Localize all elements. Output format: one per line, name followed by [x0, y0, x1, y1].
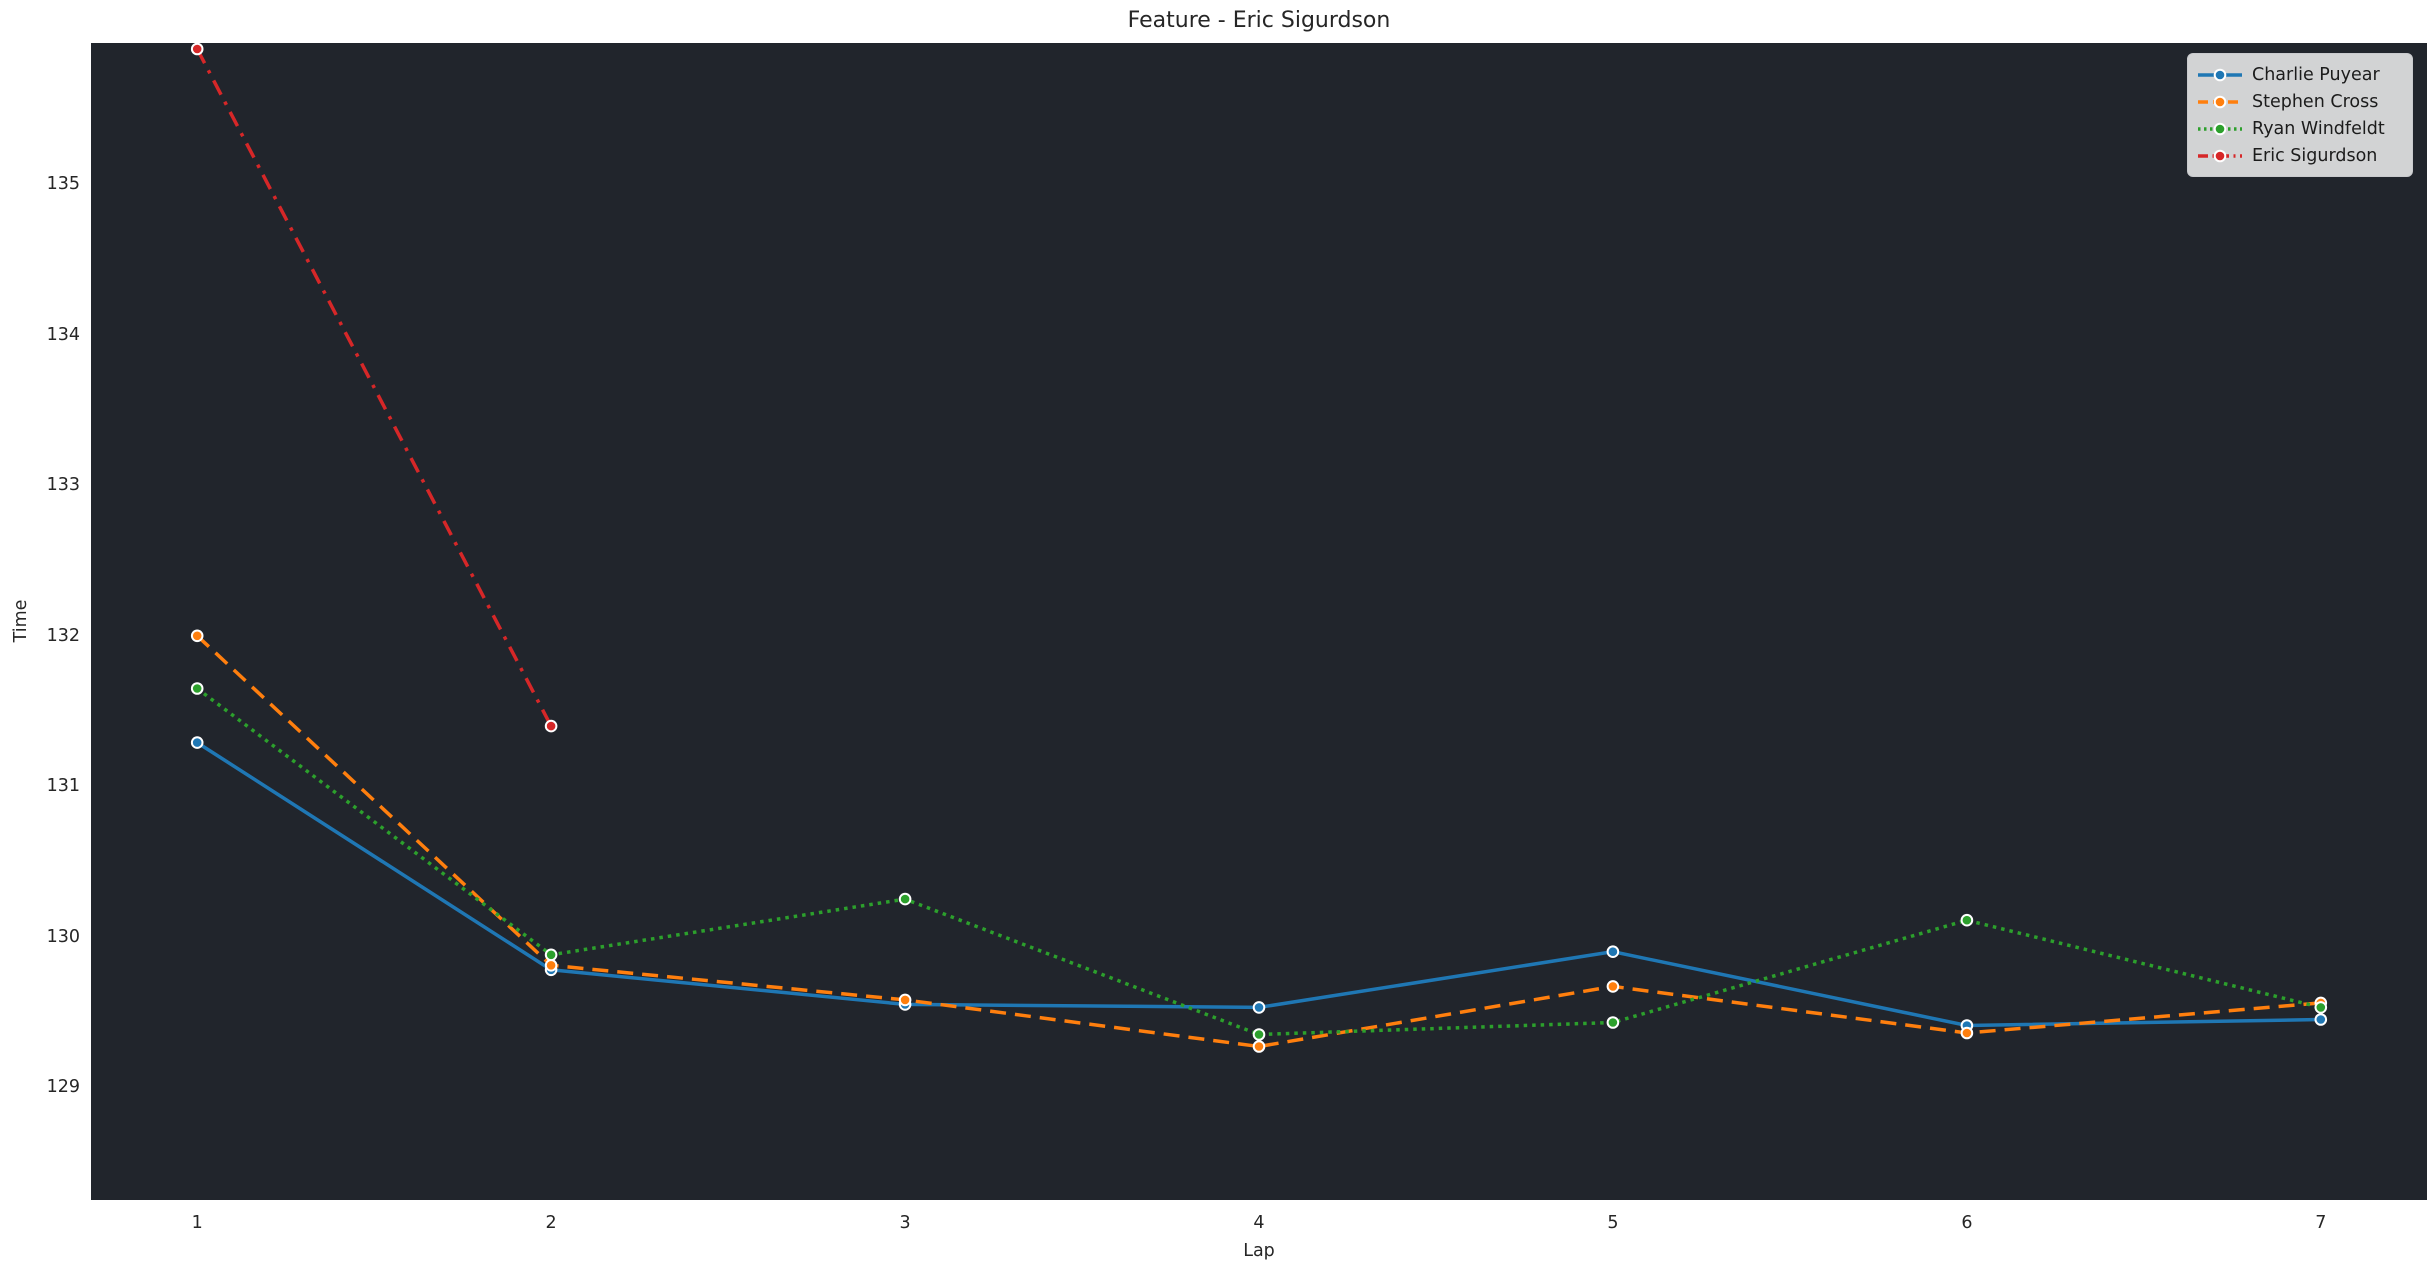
- x-tick-label: 1: [191, 1213, 203, 1233]
- x-tick-label: 5: [1607, 1213, 1619, 1233]
- series-line-3: [195, 48, 553, 727]
- data-point-marker: [190, 682, 204, 695]
- legend-item-label: Charlie Puyear: [2252, 64, 2380, 85]
- legend-swatch-icon: [2198, 122, 2242, 135]
- data-point-marker: [1606, 1016, 1620, 1029]
- y-tick-label: 130: [46, 926, 80, 947]
- data-point-marker: [898, 892, 912, 906]
- y-tick-label: 135: [46, 174, 80, 195]
- data-point-marker: [544, 959, 558, 972]
- legend-swatch-icon: [2198, 95, 2242, 108]
- legend-item: Stephen Cross: [2197, 88, 2402, 115]
- x-axis-label: Lap: [1243, 1241, 1275, 1261]
- legend-item: Eric Sigurdson: [2197, 142, 2402, 169]
- y-tick-label: 133: [46, 475, 80, 496]
- data-point-marker: [1252, 1001, 1266, 1014]
- data-point-marker: [1606, 980, 1620, 993]
- legend-swatch-icon: [2198, 68, 2242, 81]
- data-point-marker: [1252, 1028, 1266, 1041]
- data-point-marker: [1960, 913, 1974, 927]
- y-tick-label: 132: [46, 625, 80, 646]
- series-line-1: [196, 634, 2321, 1049]
- data-point-marker: [2314, 1013, 2328, 1026]
- legend-item: Ryan Windfeldt: [2197, 115, 2402, 142]
- y-tick-label: 131: [46, 776, 80, 797]
- data-point-marker: [2314, 1001, 2328, 1014]
- x-tick-label: 6: [1961, 1213, 1973, 1233]
- series-line-0: [196, 741, 2321, 1028]
- chart-title: Feature - Eric Sigurdson: [1127, 8, 1391, 33]
- data-point-marker: [544, 948, 558, 962]
- legend-item-label: Eric Sigurdson: [2252, 145, 2378, 166]
- y-tick-label: 129: [46, 1077, 80, 1098]
- legend-item-label: Stephen Cross: [2252, 91, 2379, 112]
- data-point-marker: [190, 43, 204, 56]
- data-point-marker: [1960, 1026, 1974, 1040]
- y-tick-label: 134: [46, 324, 80, 345]
- data-point-marker: [190, 629, 204, 643]
- data-point-marker: [190, 736, 204, 749]
- legend: Charlie Puyear Stephen Cross Ryan Windfeld…: [2187, 53, 2413, 177]
- legend-item-label: Ryan Windfeldt: [2252, 118, 2385, 139]
- data-point-marker: [1252, 1040, 1266, 1053]
- legend-swatch-icon: [2198, 149, 2242, 162]
- x-tick-label: 4: [1253, 1213, 1265, 1233]
- data-point-marker: [1606, 945, 1620, 959]
- data-point-marker: [544, 719, 558, 733]
- x-tick-label: 7: [2315, 1213, 2327, 1233]
- series-line-2: [196, 687, 2322, 1037]
- x-tick-label: 2: [545, 1213, 557, 1233]
- y-axis-label: Time: [11, 599, 31, 643]
- legend-item: Charlie Puyear: [2197, 61, 2402, 88]
- x-tick-label: 3: [899, 1213, 911, 1233]
- data-point-marker: [898, 993, 912, 1007]
